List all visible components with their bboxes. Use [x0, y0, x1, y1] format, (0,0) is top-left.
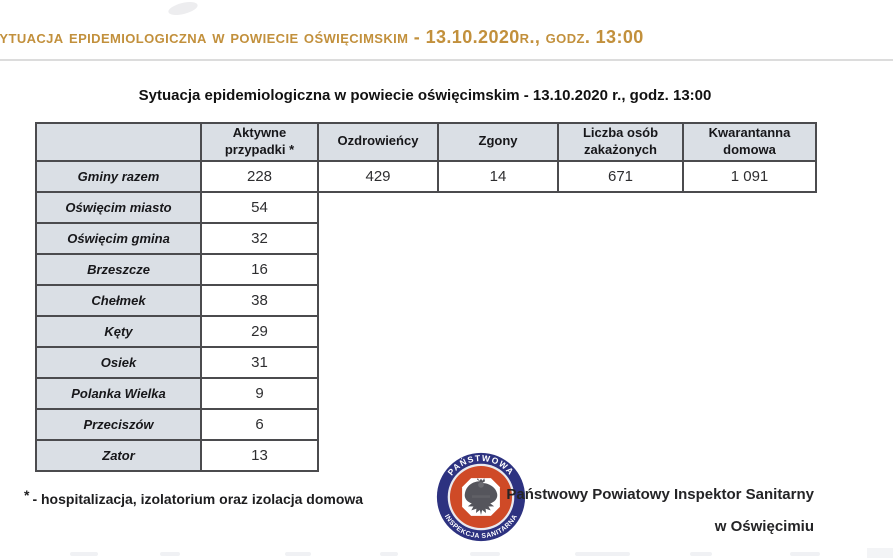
signature-line1: Państwowy Powiatowy Inspektor Sanitarny [506, 486, 814, 503]
row-label: Oświęcim miasto [35, 190, 202, 224]
row-label: Oświęcim gmina [35, 221, 202, 255]
totals-recovered: 429 [317, 159, 439, 193]
table-row: Chełmek 38 [35, 283, 816, 317]
site-article-title: Sytuacja epidemiologiczna w powiecie ośw… [0, 27, 644, 47]
totals-active-cases: 228 [200, 159, 319, 193]
row-label: Kęty [35, 314, 202, 348]
scan-smudge [470, 552, 500, 556]
active-cases-value: 13 [200, 438, 319, 472]
table-header-row: Aktywne przypadki * Ozdrowieńcy Zgony Li… [35, 122, 817, 162]
totals-quarantine: 1 091 [682, 159, 817, 193]
epidemiology-table: Aktywne przypadki * Ozdrowieńcy Zgony Li… [35, 122, 817, 472]
footnote-asterisk: * [24, 487, 30, 503]
active-cases-value: 16 [200, 252, 319, 286]
footnote-text: - hospitalizacja, izolatorium oraz izola… [32, 491, 364, 507]
sanitary-inspection-logo: PAŃSTWOWA INSPEKCJA SANITARNA [436, 453, 526, 542]
table-row: Brzeszcze 16 [35, 252, 816, 286]
table-row: Polanka Wielka 9 [35, 376, 816, 410]
table-row: Kęty 29 [35, 314, 816, 348]
totals-infected: 671 [557, 159, 684, 193]
footnote: * - hospitalizacja, izolatorium oraz izol… [24, 487, 363, 507]
scan-smudge [690, 552, 712, 556]
table-row: Oświęcim gmina 32 [35, 221, 816, 255]
column-header-empty [35, 122, 202, 162]
scan-smudge [285, 552, 311, 556]
active-cases-value: 6 [200, 407, 319, 441]
column-header-active-cases: Aktywne przypadki * [200, 122, 319, 162]
scan-smudge [70, 552, 98, 556]
document-title: Sytuacja epidemiologiczna w powiecie ośw… [138, 87, 712, 104]
row-label: Gminy razem [35, 159, 202, 193]
active-cases-value: 29 [200, 314, 319, 348]
column-header-recovered: Ozdrowieńcy [317, 122, 439, 162]
table-row: Zator 13 [35, 438, 816, 472]
scan-smudge [167, 0, 199, 18]
active-cases-value: 9 [200, 376, 319, 410]
totals-deaths: 14 [437, 159, 559, 193]
scan-smudge [867, 548, 893, 558]
signature-block: Państwowy Powiatowy Inspektor Sanitarny … [506, 486, 814, 535]
scan-smudge [160, 552, 180, 556]
active-cases-value: 32 [200, 221, 319, 255]
column-header-deaths: Zgony [437, 122, 559, 162]
polish-eagle-emblem [464, 478, 498, 515]
table-row-totals: Gminy razem 228 429 14 671 1 091 [35, 159, 817, 193]
scan-smudge [380, 552, 398, 556]
table-row: Osiek 31 [35, 345, 816, 379]
row-label: Zator [35, 438, 202, 472]
row-label: Przeciszów [35, 407, 202, 441]
scan-smudge [575, 552, 630, 556]
row-label: Osiek [35, 345, 202, 379]
row-label: Brzeszcze [35, 252, 202, 286]
row-label: Polanka Wielka [35, 376, 202, 410]
header-divider [0, 59, 893, 61]
signature-line2: w Oświęcimiu [714, 518, 814, 535]
table-row: Przeciszów 6 [35, 407, 816, 441]
active-cases-value: 38 [200, 283, 319, 317]
active-cases-value: 54 [200, 190, 319, 224]
scan-smudge [790, 552, 820, 556]
row-label: Chełmek [35, 283, 202, 317]
active-cases-value: 31 [200, 345, 319, 379]
column-header-quarantine: Kwarantanna domowa [682, 122, 817, 162]
column-header-infected: Liczba osób zakażonych [557, 122, 684, 162]
table-row: Oświęcim miasto 54 [35, 190, 816, 224]
